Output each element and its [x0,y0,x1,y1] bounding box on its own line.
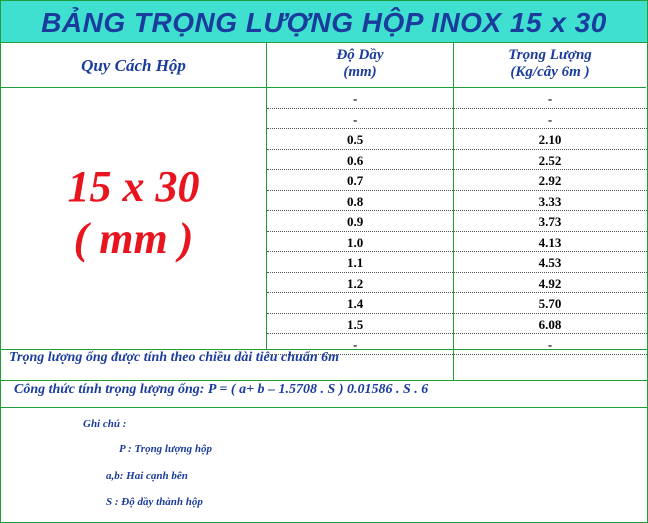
thickness-cell: - [353,91,358,106]
weight-cell: 5.70 [538,296,562,311]
note-s: S : Độ dầy thành hộp [106,496,203,508]
note-p: P : Trọng lượng hộp [119,443,212,455]
table-row: 1.4 5.70 [267,293,647,314]
header-weight-label: Trọng Lượng [508,47,592,63]
size-dimensions: 15 x 30 [67,162,200,211]
thickness-cell: 0.5 [347,132,364,147]
divider-line [1,380,647,381]
thickness-cell: 1.0 [347,234,364,250]
table-row: 0.9 3.73 [267,211,647,232]
thickness-cell: 0.6 [347,152,364,168]
weight-cell: 2.52 [538,152,562,168]
thickness-cell: 0.7 [347,173,364,188]
table-row: -- [267,88,647,109]
thickness-cell: 1.4 [347,296,364,311]
thickness-cell: 0.8 [347,193,364,209]
weight-cell: 3.73 [538,214,562,229]
weight-formula: Công thức tính trọng lượng ống: P = ( a+… [14,382,429,397]
thickness-cell: 1.5 [347,316,364,332]
thickness-cell: 1.1 [347,255,364,270]
header-thickness-label: Độ Dầy [336,47,384,63]
thickness-cell: - [353,337,358,352]
table-title: BẢNG TRỌNG LƯỢNG HỘP INOX 15 x 30 [1,1,647,43]
header-weight: Trọng Lượng (Kg/cây 6m ) [454,43,646,88]
table-row: 0.5 2.10 [267,129,647,150]
table-row: 0.8 3.33 [267,191,647,211]
table-row: 1.5 6.08 [267,314,647,334]
table-row: -- [267,334,647,355]
size-unit: ( mm ) [73,214,194,263]
weight-cell: - [547,337,553,352]
divider-line [1,407,647,408]
standard-length-note: Trọng lượng ống được tính theo chiều dài… [9,350,340,365]
weight-cell: - [547,111,553,127]
weight-cell: 2.92 [538,173,562,188]
header-spec: Quy Cách Hộp [1,43,266,88]
thickness-cell: 0.9 [347,214,364,229]
table-row: 0.6 2.52 [267,150,647,170]
divider-line [1,349,647,350]
thickness-cell: - [353,111,358,127]
column-divider-1 [266,43,267,349]
note-ab: a,b: Hai cạnh bên [106,470,188,482]
weight-cell: 2.10 [538,132,562,147]
weight-cell: 4.53 [538,255,562,270]
notes-title: Ghi chú : [83,418,127,430]
table-row: -- [267,109,647,129]
weight-cell: - [547,91,553,106]
header-weight-unit: (Kg/cây 6m ) [510,64,590,80]
weight-cell: 4.92 [538,275,562,291]
table-row: 1.0 4.13 [267,232,647,252]
table-row: 0.7 2.92 [267,170,647,191]
data-rows: -- -- 0.5 2.10 0.6 2.52 0.7 2.92 0.8 3.33 0.… [267,88,647,355]
weight-cell: 6.08 [538,316,562,332]
weight-cell: 3.33 [538,193,562,209]
table-row: 1.2 4.92 [267,273,647,293]
thickness-cell: 1.2 [347,275,364,291]
column-divider-2 [453,43,454,380]
table-row: 1.1 4.53 [267,252,647,273]
header-thickness-unit: (mm) [343,64,377,80]
size-label: 15 x 30 ( mm ) [1,161,266,265]
header-thickness: Độ Dầy (mm) [267,43,453,88]
weight-cell: 4.13 [538,234,562,250]
